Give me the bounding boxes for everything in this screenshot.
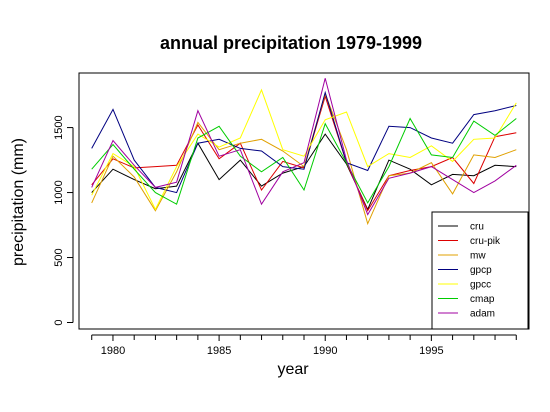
series-line-cru (91, 133, 517, 211)
y-tick-label: 1500 (53, 115, 65, 139)
plot-frame (78, 72, 530, 330)
y-axis-label: precipitation (mm) (10, 138, 27, 266)
x-tick-label: 1980 (101, 345, 125, 357)
legend-label: gpcp (470, 265, 492, 276)
x-tick-label: 1995 (419, 345, 443, 357)
x-tick-label: 1990 (313, 345, 337, 357)
series-line-cmap (91, 117, 517, 205)
legend-box (431, 211, 529, 330)
legend-label: cru (470, 222, 484, 233)
legend-label: mw (470, 251, 486, 262)
y-axis: 0 500 1000 1500 (53, 115, 74, 326)
legend: cru cru-pik mw gpcp gpcc cmap adam (431, 211, 529, 330)
legend-label: adam (470, 309, 495, 320)
legend-label: cmap (470, 294, 495, 305)
x-tick-label: 1985 (207, 345, 231, 357)
series-group (91, 78, 517, 226)
x-axis-label: year (277, 361, 309, 378)
series-line-mw (91, 92, 517, 226)
series-line-adam (91, 78, 517, 216)
legend-label: gpcc (470, 280, 491, 291)
chart-title: annual precipitation 1979-1999 (160, 33, 422, 53)
series-line-gpcp (91, 90, 517, 194)
y-tick-label: 0 (53, 319, 65, 325)
x-axis: 1980 1985 1990 1995 (91, 334, 517, 357)
series-line-gpcc (91, 88, 517, 211)
legend-label: cru-pik (470, 236, 501, 247)
y-tick-label: 500 (53, 248, 65, 266)
y-tick-label: 1000 (53, 180, 65, 204)
